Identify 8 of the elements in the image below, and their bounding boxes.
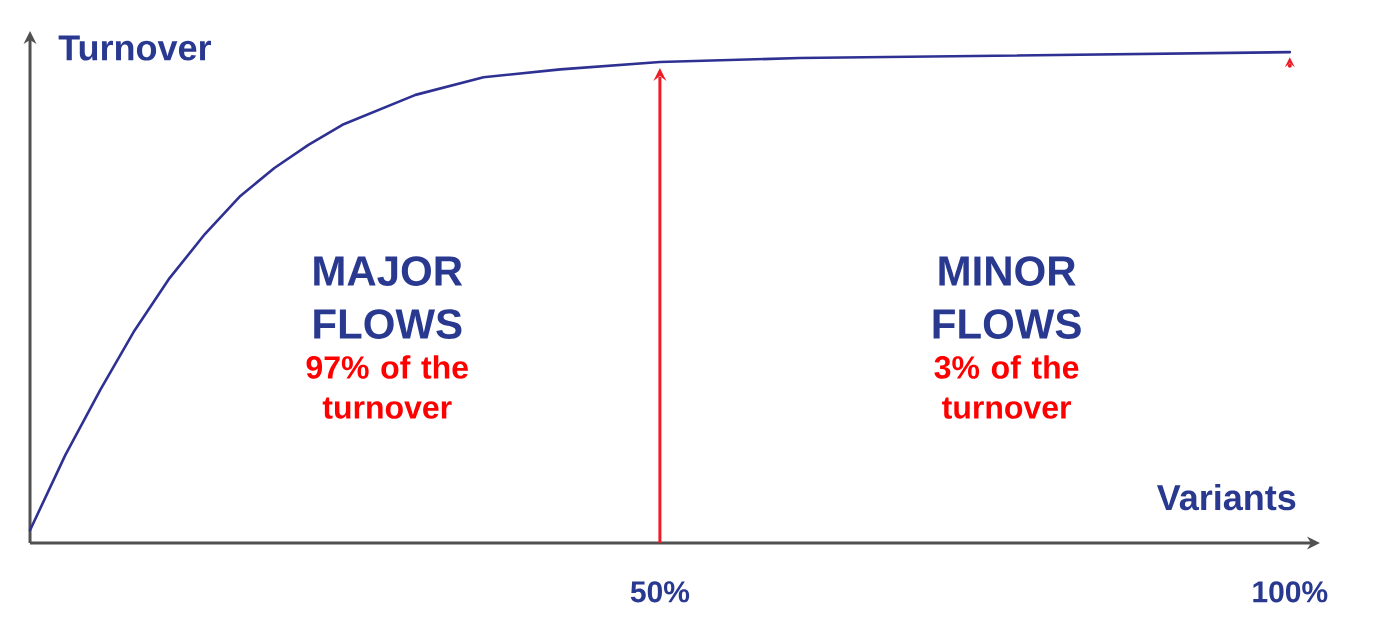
x-tick-label: 100% bbox=[1253, 581, 1328, 603]
y-axis-title: Turnover bbox=[58, 35, 212, 61]
annotation: 97% of the turnover bbox=[306, 355, 468, 419]
annotation: MINOR FLOWS bbox=[933, 256, 1081, 339]
annotation: MAJOR FLOWS bbox=[314, 256, 463, 339]
x-tick-label: 50% bbox=[630, 581, 690, 603]
annotation: 3% of the turnover bbox=[934, 355, 1079, 419]
x-axis-title: Variants bbox=[1156, 483, 1296, 511]
